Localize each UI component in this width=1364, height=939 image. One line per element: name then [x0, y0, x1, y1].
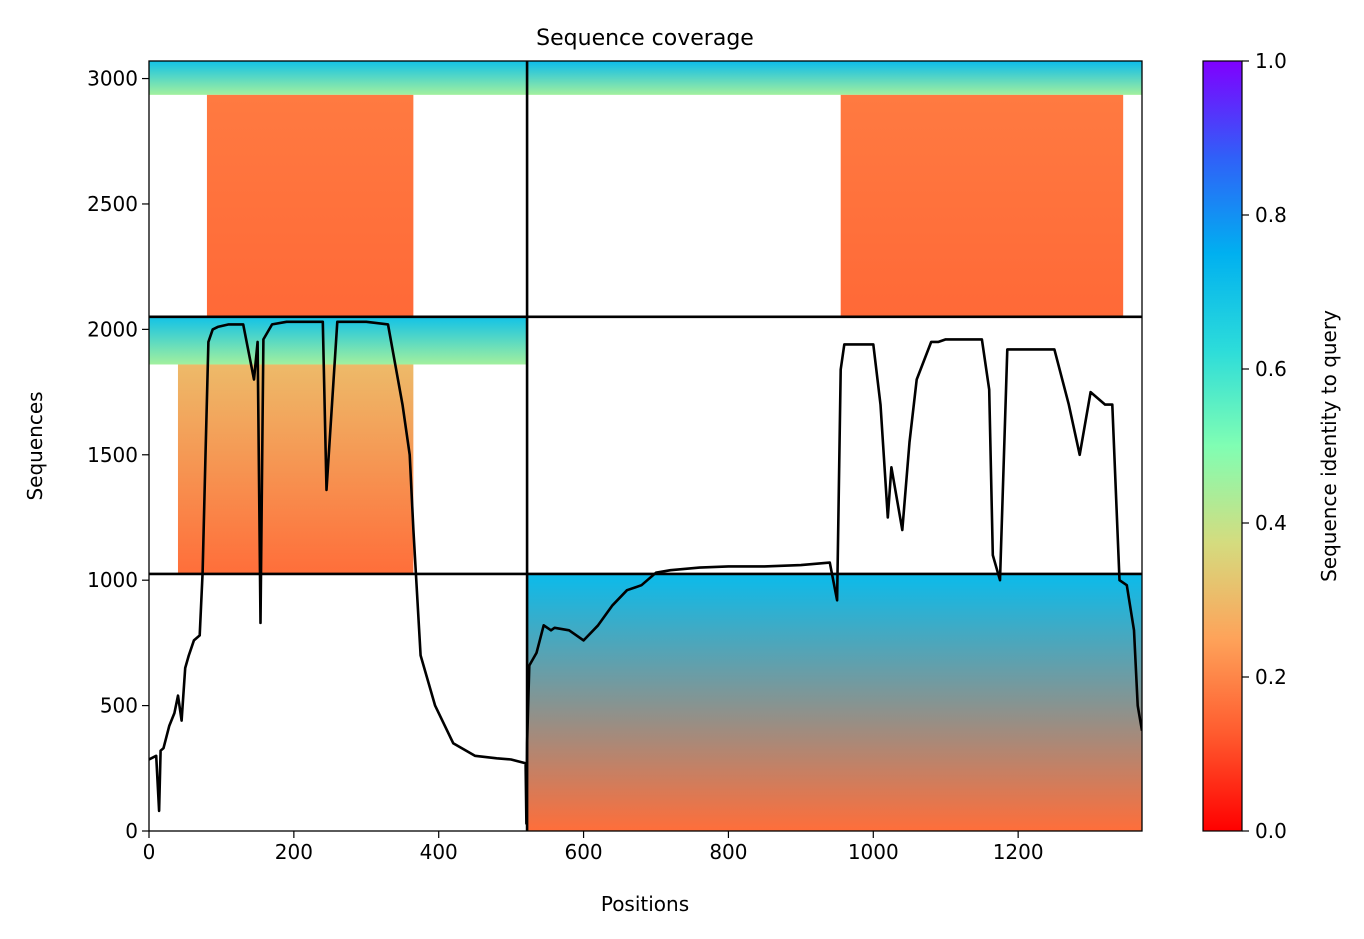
y-tick-label: 500: [100, 694, 138, 718]
x-axis: 0 200 400 600 800 1000 1200: [143, 831, 1044, 864]
x-tick-label: 0: [143, 840, 156, 864]
identity-block: [527, 61, 1142, 95]
colorbar-label: Sequence identity to query: [1317, 310, 1341, 582]
colorbar-ticks: 0.0 0.2 0.4 0.6 0.8 1.0: [1242, 49, 1287, 843]
colorbar: 0.0 0.2 0.4 0.6 0.8 1.0 Sequence identity to …: [1202, 49, 1341, 843]
y-tick-label: 1000: [87, 568, 138, 592]
colorbar-tick-label: 0.6: [1255, 357, 1287, 381]
identity-block: [840, 94, 1124, 317]
x-tick-label: 1200: [993, 840, 1044, 864]
plot-frame: [148, 60, 1143, 832]
y-tick-label: 0: [125, 819, 138, 843]
colorbar-tick-label: 0.8: [1255, 203, 1287, 227]
colorbar-tick-label: 0.0: [1255, 819, 1287, 843]
colorbar-gradient: [1202, 60, 1243, 832]
coverage-line-layer: [149, 320, 1142, 825]
x-tick-label: 600: [564, 840, 602, 864]
x-tick-label: 800: [709, 840, 747, 864]
chart-title: Sequence coverage: [536, 26, 754, 51]
plot-area: [148, 60, 1143, 832]
y-axis-label: Sequences: [23, 391, 47, 500]
identity-blocks: [149, 61, 1142, 831]
identity-block: [206, 94, 414, 317]
coverage-line: [149, 320, 1142, 825]
colorbar-tick-label: 0.4: [1255, 511, 1287, 535]
y-tick-label: 2500: [87, 192, 138, 216]
colorbar-tick-label: 1.0: [1255, 49, 1287, 73]
identity-block: [149, 61, 528, 95]
colorbar-tick-label: 0.2: [1255, 665, 1287, 689]
x-tick-label: 200: [275, 840, 313, 864]
y-tick-label: 2000: [87, 317, 138, 341]
identity-block: [527, 573, 1142, 831]
x-axis-label: Positions: [601, 892, 689, 916]
identity-block: [177, 364, 414, 574]
x-tick-label: 400: [420, 840, 458, 864]
y-axis: 0 500 1000 1500 2000 2500 3000: [87, 67, 149, 843]
x-tick-label: 1000: [848, 840, 899, 864]
y-tick-label: 3000: [87, 67, 138, 91]
y-tick-label: 1500: [87, 443, 138, 467]
